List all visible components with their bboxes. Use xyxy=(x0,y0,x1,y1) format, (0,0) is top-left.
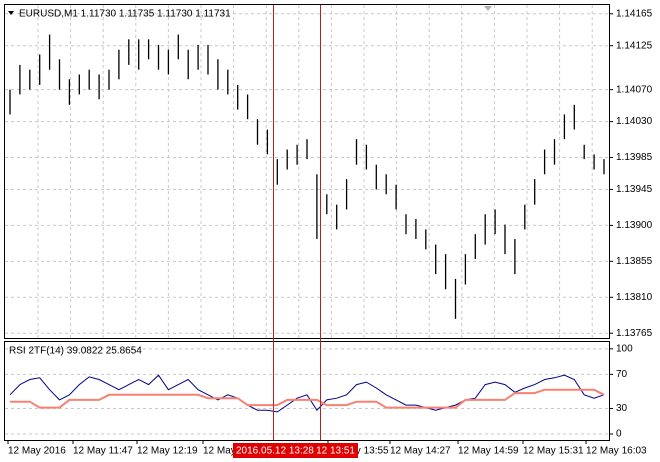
indicator-title: RSI 2TF(14) 39.0822 25.8654 xyxy=(9,346,142,357)
x-tick-label: 12 May 13:55 xyxy=(328,446,389,457)
y-tick-label: 1.14070 xyxy=(616,84,653,95)
vertical-grid xyxy=(37,5,593,338)
y-tick-label: 1.13765 xyxy=(616,328,653,339)
indicator-line xyxy=(10,388,605,409)
indicator-line xyxy=(9,374,605,413)
y-tick-label: 0 xyxy=(616,429,622,440)
x-tick-label: 12 May 16:03 xyxy=(586,446,647,457)
x-tick-label: 12 May 15:31 xyxy=(523,446,584,457)
cursor-time-label: 2016.05.12 13:28 xyxy=(236,446,314,457)
x-tick-label: 12 May 14:59 xyxy=(458,446,519,457)
x-tick-label: 12 May 14:27 xyxy=(390,446,451,457)
y-tick-label: 1.13945 xyxy=(616,184,653,195)
chart-title: EURUSD,M1 1.11730 1.11735 1.11730 1.1173… xyxy=(19,9,231,20)
x-tick-label: 12 May 2016 xyxy=(8,446,66,457)
y-tick-label: 1.14165 xyxy=(616,8,653,19)
y-tick-label: 30 xyxy=(616,403,628,414)
y-tick-label: 1.13985 xyxy=(616,152,653,163)
y-tick-label: 1.14125 xyxy=(616,40,653,51)
x-tick-label: 12 May 12:19 xyxy=(137,446,198,457)
main-frame xyxy=(4,4,610,339)
menu-arrow xyxy=(8,11,14,15)
shift-marker xyxy=(484,6,492,11)
cursor-time-box: 2016.05.12 13:28 xyxy=(233,443,317,458)
y-tick-label: 1.13855 xyxy=(616,256,653,267)
cursor-box xyxy=(233,443,317,458)
rsi-frame xyxy=(4,341,610,441)
y-tick-label: 1.13810 xyxy=(616,292,653,303)
x-tick-label: 12 May 11:47 xyxy=(73,446,133,457)
y-tick-label: 100 xyxy=(616,343,633,354)
y-tick-label: 1.13900 xyxy=(616,220,653,231)
axis-layer: 1.14165 1.14125 1.14070 1.14030 1.13985 1.139… xyxy=(7,8,653,458)
plot-layer xyxy=(5,13,609,435)
y-tick-label: 1.14030 xyxy=(616,116,653,127)
y-tick-label: 70 xyxy=(616,369,628,380)
